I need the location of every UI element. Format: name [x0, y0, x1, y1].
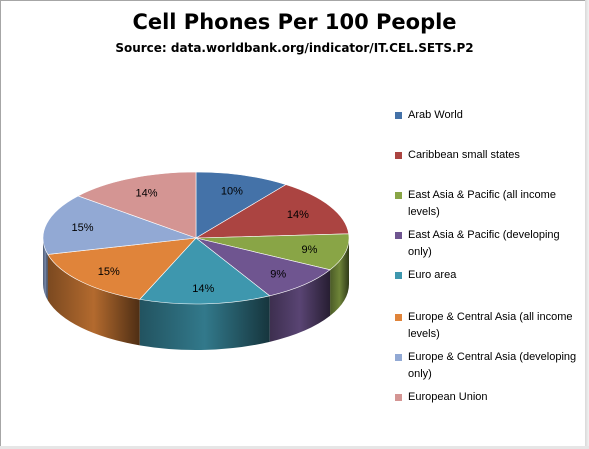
pie-slice	[77, 171, 197, 239]
data-label: 15%	[98, 266, 120, 278]
pie-slice	[195, 237, 331, 297]
chart-subtitle: Source: data.worldbank.org/indicator/IT.…	[115, 41, 474, 55]
pie-slice-side	[47, 254, 140, 346]
pie-data-labels: 10% 14% 9% 9% 14% 15% 15% 14%	[72, 185, 318, 295]
pie-slice-side	[330, 238, 349, 316]
legend-label: Europe & Central Asia (developing only)	[408, 351, 577, 380]
data-label: 10%	[221, 185, 243, 197]
pie-side-walls	[43, 238, 349, 350]
legend-swatch	[395, 394, 402, 401]
pie-slice	[194, 184, 350, 239]
legend-label: East Asia & Pacific (developing only)	[408, 229, 560, 258]
legend-label: Europe & Central Asia (all income levels…	[408, 311, 573, 340]
legend-swatch	[395, 192, 402, 199]
data-label: 14%	[192, 283, 214, 295]
data-label: 14%	[135, 188, 157, 200]
data-label: 14%	[287, 209, 309, 221]
pie-slice	[47, 237, 197, 300]
legend-label: Caribbean small states	[408, 149, 520, 161]
legend-label: Euro area	[408, 269, 457, 281]
data-label: 9%	[302, 244, 318, 256]
legend-swatch	[395, 272, 402, 279]
legend-swatch	[395, 112, 402, 119]
legend-label: European Union	[408, 391, 488, 403]
window-edge	[585, 0, 589, 449]
legend-label: East Asia & Pacific (all income levels)	[408, 189, 556, 218]
pie-slice	[195, 233, 350, 271]
pie-slice	[139, 237, 271, 305]
pie-top	[42, 171, 350, 305]
window-bottom-edge	[0, 446, 589, 449]
legend-label: Arab World	[408, 109, 463, 121]
pie-slice	[42, 195, 197, 255]
data-label: 15%	[72, 222, 94, 234]
pie-slice-side	[269, 269, 331, 342]
pie-slice-side	[43, 238, 48, 301]
legend-swatch	[395, 152, 402, 159]
chart-title: Cell Phones Per 100 People	[132, 10, 457, 34]
legend-swatch	[395, 232, 402, 239]
legend-swatch	[395, 354, 402, 361]
pie-slice	[195, 171, 287, 239]
pie-slice-side	[139, 295, 270, 350]
data-label: 9%	[270, 268, 286, 280]
legend-swatch	[395, 314, 402, 321]
